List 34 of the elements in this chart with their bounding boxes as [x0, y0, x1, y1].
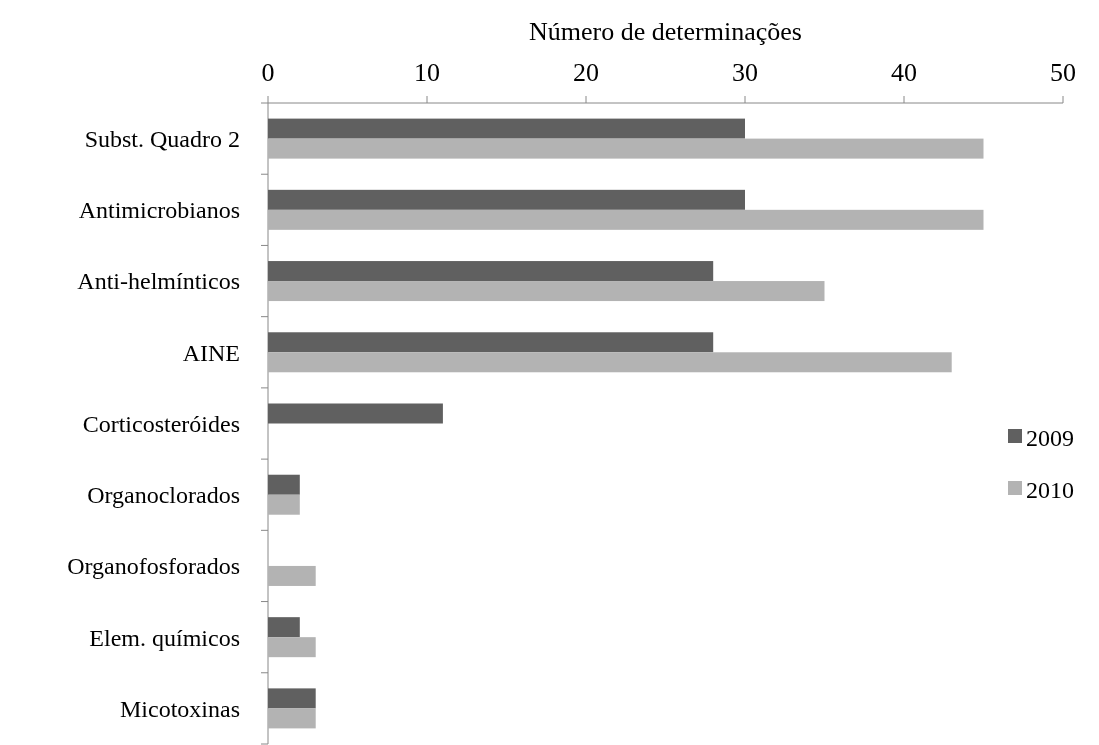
- bar: [268, 403, 443, 424]
- bar: [268, 332, 714, 353]
- x-tick-label: 50: [1050, 58, 1076, 87]
- y-tick-label: Micotoxinas: [120, 695, 240, 722]
- y-tick-label: Corticosteróides: [82, 410, 240, 437]
- y-tick-label: Subst. Quadro 2: [84, 126, 240, 153]
- bar: [268, 118, 745, 139]
- bar: [268, 352, 952, 373]
- bar: [268, 617, 300, 638]
- bar: [268, 209, 984, 230]
- x-tick-label: 10: [414, 58, 440, 87]
- y-tick-label: Antimicrobianos: [78, 197, 240, 224]
- y-tick-label: Organofosforados: [67, 553, 240, 580]
- bar: [268, 189, 745, 210]
- bar: [268, 565, 316, 586]
- x-tick-label: 40: [891, 58, 917, 87]
- bar: [268, 261, 714, 282]
- bar: [268, 281, 825, 302]
- bar: [268, 708, 316, 729]
- x-axis-title: Número de determinações: [529, 17, 802, 46]
- x-tick-label: 20: [573, 58, 599, 87]
- y-tick-label: Organoclorados: [87, 482, 240, 509]
- x-tick-label: 30: [732, 58, 758, 87]
- y-tick-label: Elem. químicos: [89, 624, 240, 651]
- bar: [268, 688, 316, 709]
- bar: [268, 637, 316, 658]
- legend-label: 2010: [1026, 477, 1074, 504]
- bar: [268, 494, 300, 515]
- x-tick-label: 0: [261, 58, 275, 87]
- bar: [268, 474, 300, 495]
- y-tick-label: Anti-helmínticos: [77, 268, 240, 295]
- bar: [268, 138, 984, 159]
- y-tick-label: AINE: [182, 339, 240, 366]
- legend-label: 2009: [1026, 425, 1074, 452]
